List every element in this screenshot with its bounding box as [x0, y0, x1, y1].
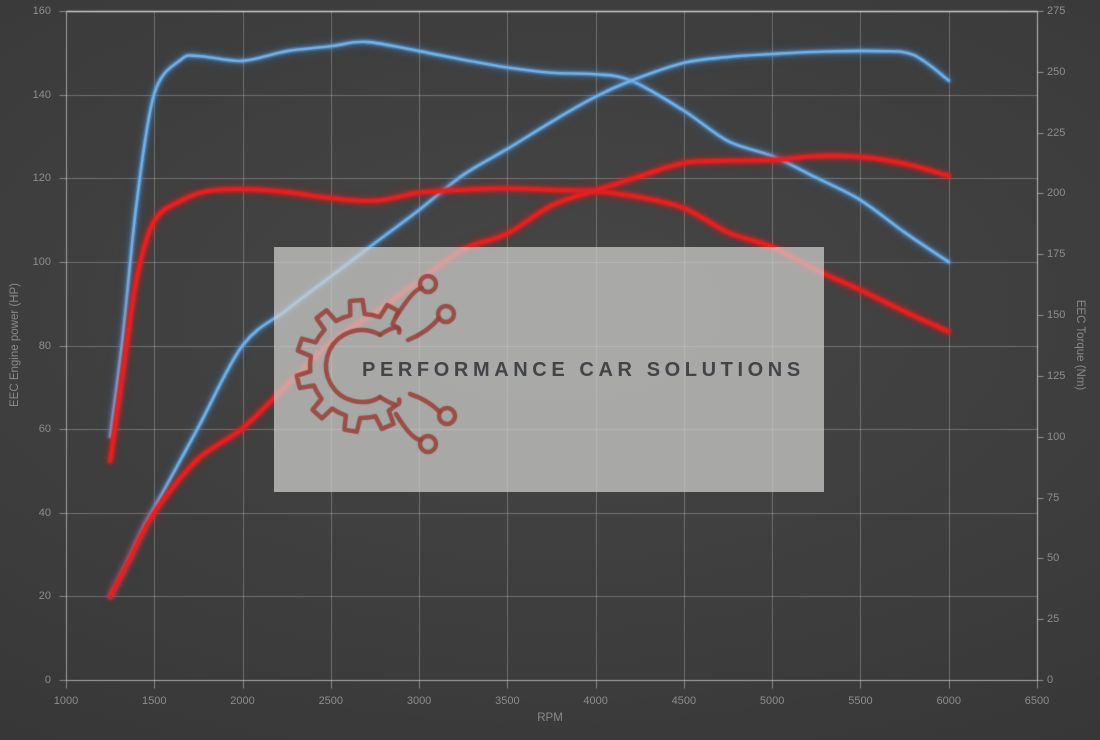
- y-left-tick-label: 140: [32, 88, 51, 101]
- y-left-tick-label: 0: [44, 674, 51, 686]
- y-right-tick-label: 125: [1047, 369, 1066, 382]
- x-tick-label: 6500: [1024, 695, 1050, 707]
- x-tick-label: 2500: [318, 695, 344, 707]
- watermark-overlay: PERFORMANCE CAR SOLUTIONS: [274, 247, 824, 492]
- y-left-tick-label: 100: [32, 255, 51, 268]
- y-right-tick-label: 100: [1047, 430, 1066, 443]
- x-tick-label: 4500: [671, 695, 697, 707]
- y-right-tick-label: 0: [1047, 674, 1054, 686]
- gear-circuit-logo-icon: [284, 261, 474, 476]
- x-tick-label: 4000: [583, 695, 608, 707]
- y-left-tick-label: 160: [32, 5, 51, 17]
- x-tick-label: 5500: [848, 695, 873, 707]
- y-right-tick-label: 50: [1047, 552, 1060, 565]
- y-right-tick-label: 175: [1047, 248, 1066, 261]
- x-tick-label: 3000: [406, 695, 432, 707]
- y-axis-label-left: EEC Engine power (HP): [9, 283, 21, 407]
- y-left-tick-label: 20: [38, 590, 51, 603]
- y-right-tick-label: 200: [1047, 187, 1066, 200]
- x-tick-label: 1000: [53, 695, 79, 707]
- x-tick-label: 5000: [759, 695, 785, 707]
- watermark-text: PERFORMANCE CAR SOLUTIONS: [362, 359, 805, 381]
- y-right-tick-label: 250: [1047, 65, 1066, 78]
- y-right-tick-label: 25: [1047, 613, 1060, 626]
- x-tick-label: 3500: [495, 695, 520, 707]
- y-axis-label-right: EEC Torque (Nm): [1074, 299, 1086, 391]
- y-right-tick-label: 150: [1047, 309, 1066, 322]
- x-tick-label: 1500: [142, 695, 167, 707]
- x-tick-label: 6000: [936, 695, 961, 707]
- x-axis-label: RPM: [537, 712, 563, 724]
- y-left-tick-label: 120: [32, 172, 51, 185]
- y-right-tick-label: 75: [1047, 491, 1060, 504]
- y-left-tick-label: 60: [38, 423, 51, 436]
- y-right-tick-label: 275: [1047, 5, 1066, 17]
- y-right-tick-label: 225: [1047, 126, 1066, 139]
- y-left-tick-label: 40: [38, 506, 51, 519]
- y-left-tick-label: 80: [38, 339, 51, 352]
- x-tick-label: 2000: [230, 695, 255, 707]
